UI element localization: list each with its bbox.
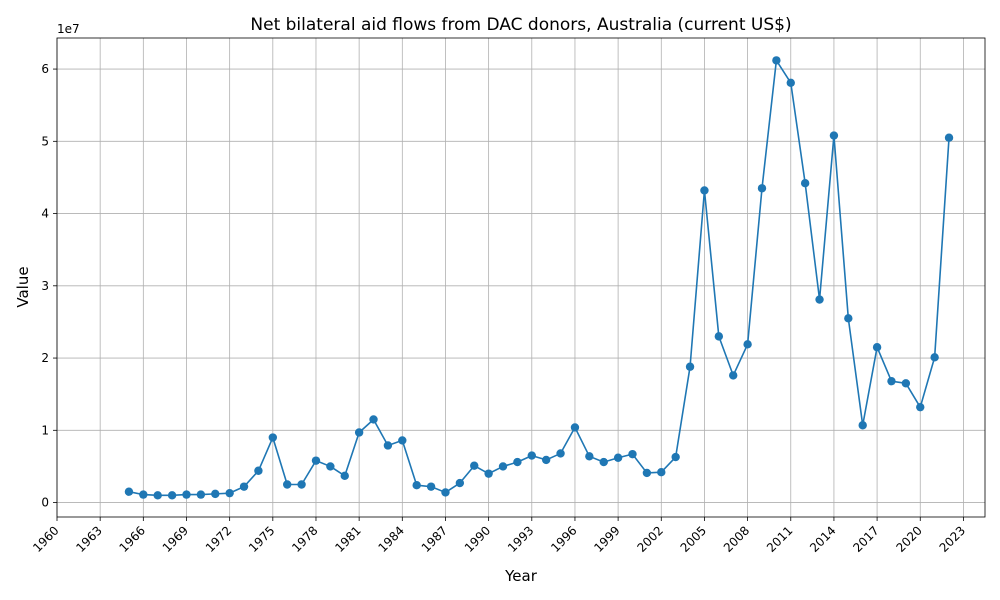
y-tick-label: 2 [41,351,49,365]
data-point [498,462,508,471]
data-point [139,490,148,499]
data-point [844,314,853,323]
data-point [772,56,781,65]
data-point [340,471,349,481]
data-point [527,451,536,460]
y-tick-label: 4 [41,207,49,221]
data-point [599,457,608,467]
data-point [657,468,666,477]
data-point [556,449,565,458]
data-point [570,423,580,432]
data-point [613,453,623,462]
data-point [800,179,810,188]
data-point [786,78,795,87]
data-point [311,456,321,465]
data-point [383,441,393,450]
data-point [354,428,364,437]
data-point [714,332,724,341]
data-point [513,457,522,467]
data-point [225,488,234,498]
data-point [757,184,767,193]
data-point [283,480,292,489]
data-point [700,186,709,195]
x-axis-title: Year [504,567,538,585]
data-point [369,415,378,424]
data-point [196,490,206,499]
data-point [426,482,436,491]
data-point [729,371,738,380]
data-point [297,480,306,489]
data-point [685,362,695,371]
data-point [815,295,824,304]
data-point [887,376,896,386]
data-point [470,461,479,470]
data-point [585,452,594,461]
data-point [398,436,407,445]
data-point [642,468,652,478]
data-point [858,421,867,430]
y-axis-multiplier: 1e7 [57,22,80,36]
data-point [628,449,637,459]
data-point [254,466,263,475]
data-point [901,379,911,388]
data-point [743,340,752,349]
data-point [872,343,882,352]
data-series [124,56,954,500]
data-point [211,489,220,499]
chart-title: Net bilateral aid flows from DAC donors,… [250,15,791,35]
data-point [326,462,335,471]
data-point [182,490,191,499]
data-point [441,488,450,497]
data-point [455,478,465,488]
y-tick-label: 5 [41,134,49,148]
y-tick-label: 6 [41,62,49,76]
data-point [239,482,249,491]
data-point [671,452,680,462]
data-point [412,481,421,490]
data-point [916,402,925,412]
data-point [268,433,278,442]
y-axis-title: Value [14,266,32,307]
data-point [153,491,162,500]
series-line [128,59,950,497]
data-point [944,133,954,142]
plot-frame [56,37,986,518]
y-tick-label: 1 [41,423,49,437]
data-point [829,131,839,140]
y-tick-label: 3 [41,279,49,293]
data-point [484,469,493,478]
data-point [930,353,939,362]
data-point [124,487,134,496]
grid-lines [56,38,985,517]
data-point [167,491,177,500]
y-tick-label: 0 [41,496,49,510]
data-point [541,455,551,465]
